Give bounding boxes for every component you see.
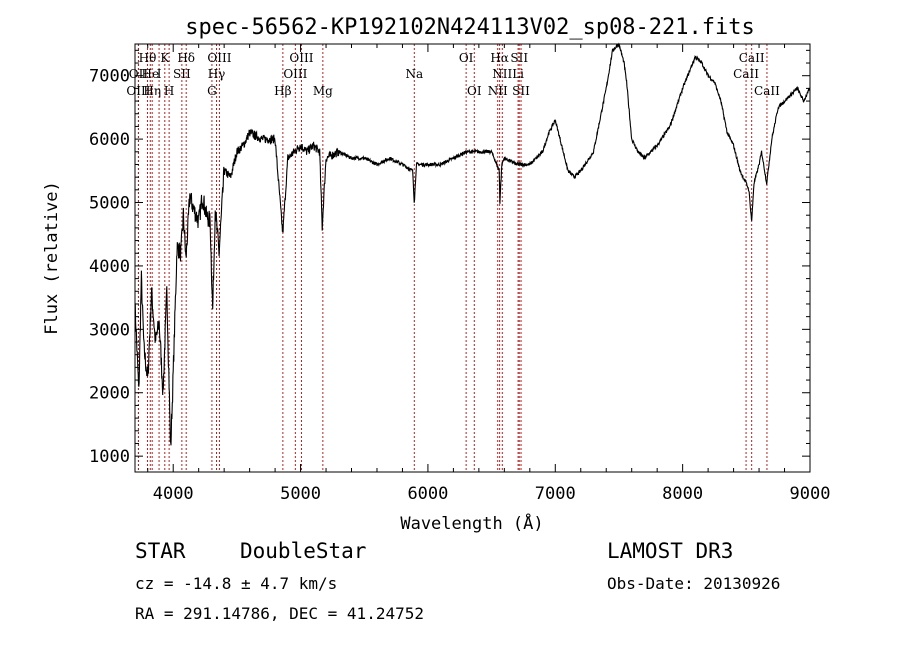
- spectral-line-label: Hβ: [274, 84, 291, 98]
- x-tick-label: 5000: [280, 484, 321, 504]
- y-tick-label: 5000: [89, 194, 130, 214]
- plot-frame: [134, 43, 811, 473]
- spectral-line-label: SII: [512, 84, 530, 98]
- y-tick-label: 3000: [89, 320, 130, 340]
- y-tick-label: 4000: [89, 257, 130, 277]
- redshift-readout: cz = -14.8 ± 4.7 km/s: [135, 574, 337, 593]
- x-axis-label: Wavelength (Å): [400, 512, 543, 534]
- spectral-line-label: G: [207, 84, 217, 98]
- x-tick-label: 9000: [790, 484, 831, 504]
- spectral-line-label: SII: [510, 51, 528, 65]
- spectral-line-label: NII: [492, 67, 512, 81]
- spectral-line-label: OIII: [283, 67, 307, 81]
- spectral-line-label: OII: [129, 67, 149, 81]
- observation-date: Obs-Date: 20130926: [607, 574, 780, 593]
- x-tick-label: 7000: [535, 484, 576, 504]
- spectral-line-label: CaII: [754, 84, 780, 98]
- spectral-line-label: Hθ: [139, 51, 157, 65]
- spectral-line-label: OIII: [289, 51, 313, 65]
- axis-ticks: 4000 5000 6000 7000 8000 9000 1000 2000 3000 4000…: [89, 44, 830, 504]
- spectral-line-label: He: [141, 67, 159, 81]
- spectral-line-label: CaII: [733, 67, 759, 81]
- coordinates-readout: RA = 291.14786, DEC = 41.24752: [135, 604, 424, 623]
- spectral-line-label: Hη: [143, 84, 161, 98]
- spectral-line-label: H: [164, 84, 174, 98]
- spectral-line-label: OI: [459, 51, 474, 65]
- spectral-line-label: Li: [512, 67, 524, 81]
- spectral-line-label: K: [160, 51, 170, 65]
- survey-name: LAMOST DR3: [607, 539, 733, 563]
- spectral-line-label: NII: [488, 84, 508, 98]
- y-tick-label: 1000: [89, 447, 130, 467]
- spectral-line-label: SII: [173, 67, 191, 81]
- chart-title: spec-56562-KP192102N424113V02_sp08-221.f…: [185, 15, 755, 40]
- spectral-line-label: Mg: [313, 84, 333, 98]
- spectral-line-label: Hδ: [177, 51, 195, 65]
- y-axis-label: Flux (relative): [42, 181, 62, 335]
- spectral-line-label: Na: [405, 67, 423, 81]
- spectral-line-label: Hγ: [208, 67, 226, 81]
- spectral-line-markers: [137, 44, 768, 472]
- spectral-line-label: OIII: [126, 84, 150, 98]
- spectral-line-label: Hα: [490, 51, 509, 65]
- object-subclass: DoubleStar: [240, 539, 366, 563]
- spectral-line-label: I: [157, 67, 162, 81]
- x-tick-label: 4000: [153, 484, 194, 504]
- x-tick-label: 8000: [662, 484, 703, 504]
- object-class: STAR: [135, 539, 186, 563]
- spectral-line-label: CaII: [739, 51, 765, 65]
- spectral-line-label: OI: [467, 84, 482, 98]
- spectral-line-label: OIII: [207, 51, 231, 65]
- spectrum-series-line: [134, 42, 811, 446]
- x-tick-label: 6000: [407, 484, 448, 504]
- y-tick-label: 6000: [89, 130, 130, 150]
- y-tick-label: 2000: [89, 384, 130, 404]
- y-tick-label: 7000: [89, 67, 130, 87]
